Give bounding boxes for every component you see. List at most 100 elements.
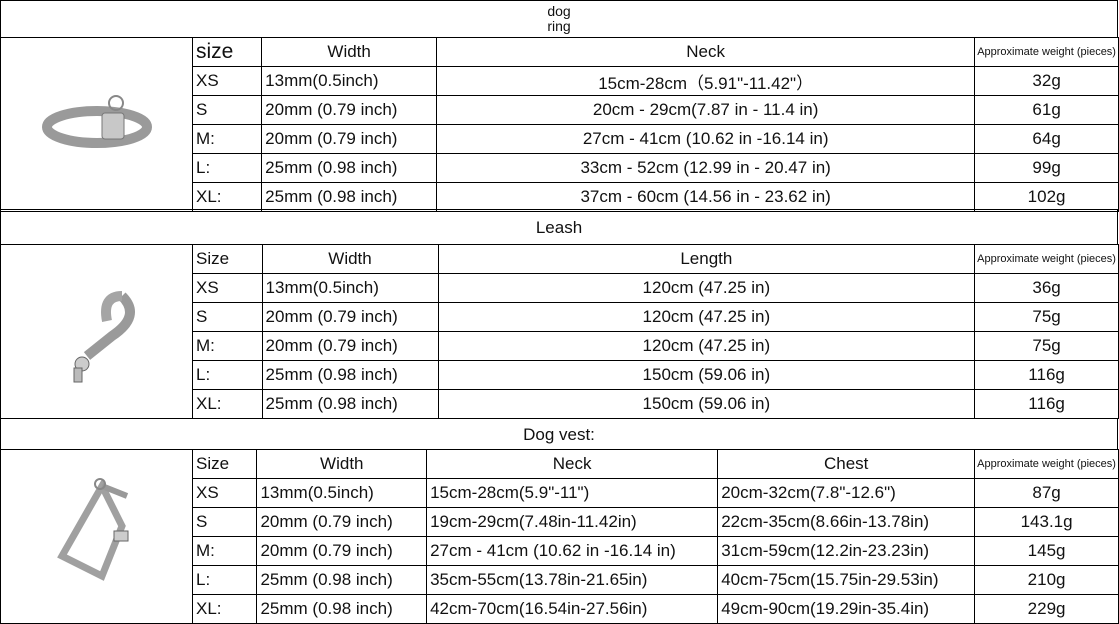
table-cell: XL: (191, 182, 263, 212)
table-row: S 20mm (0.79 inch) 20cm - 29cm(7.87 in - 1… (191, 95, 1119, 125)
table-cell: 150cm (59.06 in) (437, 360, 976, 390)
section-title-line: ring (547, 18, 571, 34)
table-row: XS 13mm(0.5inch) 15cm-28cm（5.91"-11.42"） 32… (191, 66, 1119, 96)
column-header: Neck (436, 37, 976, 67)
column-header: Chest (717, 449, 976, 479)
section-title-line: Leash (535, 218, 583, 237)
table-cell: 145g (974, 536, 1119, 566)
table-cell: 13mm(0.5inch) (261, 66, 438, 96)
table-cell: L: (191, 153, 263, 183)
table-cell: 120cm (47.25 in) (437, 331, 976, 361)
table-cell: 35cm-55cm(13.78in-21.65in) (426, 565, 719, 595)
table-cell: XS (192, 273, 263, 303)
table-cell: 75g (974, 331, 1119, 361)
table-cell: 20mm (0.79 inch) (261, 124, 438, 154)
table-cell: M: (192, 331, 263, 361)
table-row: M: 20mm (0.79 inch) 27cm - 41cm (10.62 in … (191, 124, 1119, 154)
table-cell: 116g (974, 389, 1119, 419)
table-cell: XL: (191, 594, 258, 624)
table-cell: 20cm - 29cm(7.87 in - 11.4 in) (436, 95, 976, 125)
table-row: S 20mm (0.79 inch) 19cm-29cm(7.48in-11.42i… (191, 507, 1119, 537)
header-row: size Width Neck Approximate weight (pieces) (191, 37, 1119, 67)
size-table: size Width Neck Approximate weight (pieces)… (191, 37, 1119, 212)
table-cell: 102g (974, 182, 1119, 212)
column-header: Length (437, 244, 976, 274)
table-row: XL: 25mm (0.98 inch) 42cm-70cm(16.54in-27.… (191, 594, 1119, 624)
table-cell: 25mm (0.98 inch) (261, 153, 438, 183)
harness-image (0, 449, 192, 624)
column-header: Neck (426, 449, 719, 479)
table-cell: 64g (974, 124, 1119, 154)
table-cell: 99g (974, 153, 1119, 183)
table-cell: 120cm (47.25 in) (437, 273, 976, 303)
table-row: L: 25mm (0.98 inch) 33cm - 52cm (12.99 in … (191, 153, 1119, 183)
table-row: XL: 25mm (0.98 inch) 150cm (59.06 in) 116g (192, 389, 1119, 419)
table-row: XS 13mm(0.5inch) 120cm (47.25 in) 36g (192, 273, 1119, 303)
leash-image (0, 244, 192, 419)
table-row: L: 25mm (0.98 inch) 35cm-55cm(13.78in-21.6… (191, 565, 1119, 595)
table-cell: 25mm (0.98 inch) (256, 594, 428, 624)
section-title: dog ring (0, 0, 1118, 38)
header-row: Size Width Neck Chest Approximate weight (pi… (191, 449, 1119, 479)
table-row: S 20mm (0.79 inch) 120cm (47.25 in) 75g (192, 302, 1119, 332)
table-cell: 20cm-32cm(7.8"-12.6") (717, 478, 976, 508)
table-cell: S (192, 302, 263, 332)
table-cell: 19cm-29cm(7.48in-11.42in) (426, 507, 719, 537)
table-cell: 13mm(0.5inch) (256, 478, 428, 508)
column-header: Size (192, 244, 263, 274)
table-cell: 25mm (0.98 inch) (261, 182, 438, 212)
table-cell: 143.1g (974, 507, 1119, 537)
table-cell: 31cm-59cm(12.2in-23.23in) (717, 536, 976, 566)
table-cell: 20mm (0.79 inch) (261, 95, 438, 125)
table-cell: 25mm (0.98 inch) (256, 565, 428, 595)
table-row: XL: 25mm (0.98 inch) 37cm - 60cm (14.56 in… (191, 182, 1119, 212)
size-table: Size Width Length Approximate weight (piece… (192, 244, 1119, 419)
table-cell: 37cm - 60cm (14.56 in - 23.62 in) (436, 182, 976, 212)
column-header: Approximate weight (pieces) (974, 244, 1119, 274)
header-row: Size Width Length Approximate weight (piece… (192, 244, 1119, 274)
table-cell: 75g (974, 302, 1119, 332)
table-row: L: 25mm (0.98 inch) 150cm (59.06 in) 116g (192, 360, 1119, 390)
table-cell: 36g (974, 273, 1119, 303)
table-cell: S (191, 507, 258, 537)
column-header: Approximate weight (pieces) (974, 37, 1119, 67)
table-cell: 61g (974, 95, 1119, 125)
table-cell: L: (191, 565, 258, 595)
table-cell: 25mm (0.98 inch) (261, 360, 439, 390)
table-cell: M: (191, 124, 263, 154)
section-title-line: dog (547, 3, 571, 19)
table-cell: XS (191, 478, 258, 508)
table-cell: XS (191, 66, 263, 96)
table-cell: 27cm - 41cm (10.62 in -16.14 in) (426, 536, 719, 566)
table-cell: 229g (974, 594, 1119, 624)
table-cell: XL: (192, 389, 263, 419)
table-cell: 150cm (59.06 in) (437, 389, 976, 419)
table-cell: 42cm-70cm(16.54in-27.56in) (426, 594, 719, 624)
table-cell: 87g (974, 478, 1119, 508)
table-cell: 13mm(0.5inch) (261, 273, 439, 303)
table-cell: 22cm-35cm(8.66in-13.78in) (717, 507, 976, 537)
table-cell: S (191, 95, 263, 125)
column-header: Width (261, 37, 438, 67)
column-header: Width (256, 449, 428, 479)
table-cell: 210g (974, 565, 1119, 595)
column-header: size (191, 37, 263, 67)
table-cell: 15cm-28cm（5.91"-11.42"） (436, 66, 976, 96)
table-row: M: 20mm (0.79 inch) 120cm (47.25 in) 75g (192, 331, 1119, 361)
table-cell: 25mm (0.98 inch) (261, 389, 439, 419)
size-table: Size Width Neck Chest Approximate weight (pi… (191, 449, 1119, 624)
table-cell: M: (191, 536, 258, 566)
table-row: M: 20mm (0.79 inch) 27cm - 41cm (10.62 in … (191, 536, 1119, 566)
table-cell: 20mm (0.79 inch) (261, 331, 439, 361)
table-cell: 33cm - 52cm (12.99 in - 20.47 in) (436, 153, 976, 183)
table-cell: 49cm-90cm(19.29in-35.4in) (717, 594, 976, 624)
section-title: Leash (0, 209, 1118, 245)
table-cell: 32g (974, 66, 1119, 96)
table-row: XS 13mm(0.5inch) 15cm-28cm(5.9"-11") 20cm-3… (191, 478, 1119, 508)
column-header: Size (191, 449, 258, 479)
table-cell: 120cm (47.25 in) (437, 302, 976, 332)
table-cell: 15cm-28cm(5.9"-11") (426, 478, 719, 508)
section-title: Dog vest: (0, 418, 1118, 450)
section-title-line: Dog vest: (523, 425, 595, 444)
table-cell: L: (192, 360, 263, 390)
